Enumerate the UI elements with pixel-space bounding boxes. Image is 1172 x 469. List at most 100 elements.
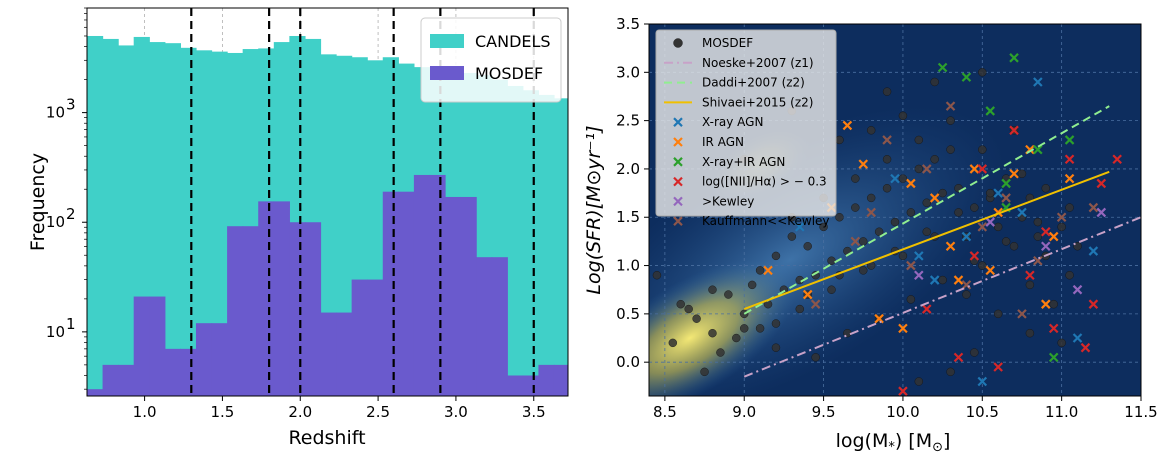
agn-marker [802,289,813,300]
mosdef-point [906,295,916,304]
y-tick-label: 10 [46,323,65,341]
agn-marker [1017,309,1027,319]
legend-label: Daddi+2007 (z2) [702,76,805,90]
mosdef-point [914,135,924,145]
mosdef-point [827,285,836,294]
mosdef-point [938,188,947,198]
mosdef-point [1001,237,1011,246]
bar-mosdef [289,222,306,396]
x-tick-label: 1.5 [210,403,234,421]
bar-mosdef [491,257,508,396]
agn-marker [763,265,773,276]
mosdef-point [1017,169,1027,178]
bar-candels [87,35,104,396]
mosdef-point [946,367,955,377]
mosdef-point [851,203,860,212]
scatter-legend: MOSDEF Noeske+2007 (z1) Daddi+2007 (z2) Shi… [655,29,837,228]
agn-marker [914,251,924,261]
agn-marker [1033,255,1043,266]
bar-mosdef [632,261,648,396]
mosdef-point [922,227,931,236]
mosdef-point [771,319,781,328]
x-tick-label: 2.0 [288,403,312,421]
mosdef-point [898,111,908,120]
mosdef-point [747,280,757,290]
relation-line [743,216,1141,378]
series-x-ray-agn [794,77,1099,387]
agn-marker [1001,193,1011,203]
mosdef-point [954,208,963,217]
legend-x-marker [673,196,683,207]
mosdef-point [668,338,678,348]
agn-marker [1072,284,1083,295]
mosdef-point [898,251,908,261]
bar-mosdef [538,364,555,396]
bar-mosdef [460,196,477,396]
mosdef-point [914,164,924,174]
x-tick-label: 10.0 [886,403,919,421]
mosdef-point [835,135,844,145]
mosdef-point [1057,338,1066,348]
agn-marker [953,352,964,363]
agn-marker [945,241,956,252]
agn-marker [937,62,948,73]
x-tick-label: 11.5 [1124,403,1157,421]
y-tick-exponent: 1 [66,315,76,333]
mosdef-point [993,222,1003,232]
x-tick-label: 8.5 [653,403,677,421]
agn-marker [794,222,805,232]
mosdef-point [874,227,884,236]
agn-marker [1017,207,1027,218]
mosdef-point [946,145,955,154]
bar-mosdef [180,348,197,396]
bar-mosdef [398,191,415,396]
agn-marker [1072,333,1083,343]
x-tick-label: 2.5 [366,403,390,421]
mosdef-point [1065,271,1074,280]
mosdef-point [970,348,979,357]
legend-label: log([NII]/Hα) > − 0.3 [702,175,827,189]
agn-marker [985,106,996,116]
bar-mosdef [413,174,431,396]
agn-marker [906,260,916,271]
histogram-legend-box [420,17,562,103]
mosdef-point [787,232,797,241]
series--kewley [914,207,1107,295]
agn-marker [1080,342,1091,353]
bar-mosdef [118,364,135,396]
agn-marker [1025,270,1035,280]
scatter-ylabel: Log(SFR)[M⊙yr⁻¹] [583,125,605,294]
agn-marker [906,178,916,189]
bar-mosdef [211,323,228,396]
y-tick-exponent: 2 [66,205,76,223]
histogram-ylabel: Frequency [27,153,49,251]
mosdef-point [851,174,860,183]
agn-marker [882,135,892,145]
histogram-xlabel: Redshift [288,427,365,449]
legend-marker-mosdef [673,38,683,48]
agn-marker [1040,226,1051,237]
mosdef-point [708,328,717,338]
bar-mosdef [367,279,384,396]
mosdef-point [1009,242,1019,251]
mosdef-point [724,290,733,299]
agn-marker [977,222,988,232]
bar-mosdef [553,364,568,396]
legend-x-marker [673,157,683,167]
mosdef-point [906,208,916,217]
y-tick-label: 2.0 [616,160,640,178]
agn-marker [1001,178,1011,189]
agn-marker [1009,53,1019,63]
bar-mosdef [133,296,150,396]
mosdef-point [1033,217,1043,227]
bar-candels [180,47,197,396]
mosdef-point [930,155,939,164]
agn-marker [1048,231,1059,242]
y-tick-label: 0.5 [616,305,640,323]
mosdef-point [684,304,693,314]
histogram-frame [86,7,569,397]
y-tick-label: 10 [46,104,65,122]
y-tick-label: 1.5 [616,208,640,226]
agn-marker [961,72,972,82]
mosdef-point [755,266,765,275]
